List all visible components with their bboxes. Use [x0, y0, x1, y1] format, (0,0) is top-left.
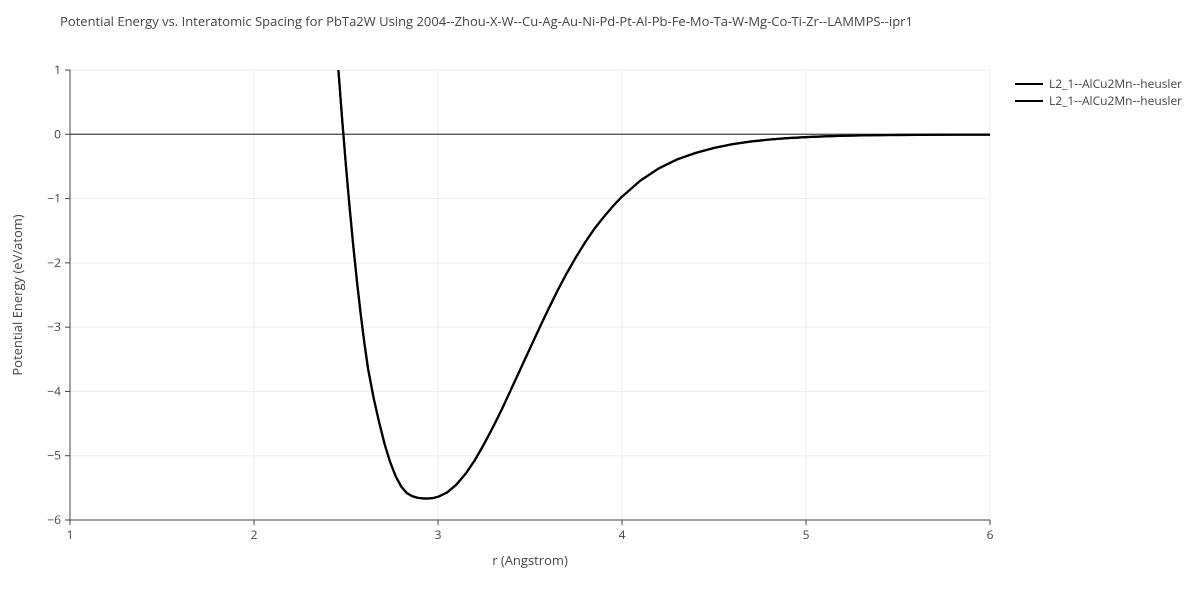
x-tick-label: 6 [987, 526, 994, 543]
legend-item[interactable]: L2_1--AlCu2Mn--heusler [1015, 92, 1182, 109]
chart-container: Potential Energy vs. Interatomic Spacing… [0, 0, 1200, 600]
legend-label: L2_1--AlCu2Mn--heusler [1049, 75, 1182, 92]
x-tick-label: 3 [435, 526, 442, 543]
y-tick-label: −2 [47, 254, 61, 271]
x-tick-label: 5 [803, 526, 810, 543]
legend-item[interactable]: L2_1--AlCu2Mn--heusler [1015, 75, 1182, 92]
y-tick-label: −1 [47, 190, 61, 207]
y-tick-label: 0 [54, 125, 61, 142]
x-tick-label: 2 [251, 526, 258, 543]
y-tick-label: −3 [47, 318, 61, 335]
legend-swatch [1015, 83, 1043, 85]
series-line-1 [324, 0, 990, 498]
y-tick-label: −5 [47, 447, 61, 464]
x-tick-label: 1 [67, 526, 74, 543]
x-axis-label: r (Angstrom) [492, 551, 568, 569]
legend: L2_1--AlCu2Mn--heuslerL2_1--AlCu2Mn--heu… [1015, 75, 1182, 109]
y-tick-label: −4 [47, 382, 61, 399]
y-tick-label: −6 [47, 511, 61, 528]
legend-label: L2_1--AlCu2Mn--heusler [1049, 92, 1182, 109]
series-line-0 [324, 0, 990, 498]
y-tick-label: 1 [54, 61, 61, 78]
x-tick-label: 4 [619, 526, 626, 543]
y-axis-label: Potential Energy (eV/atom) [8, 214, 26, 375]
legend-swatch [1015, 100, 1043, 102]
